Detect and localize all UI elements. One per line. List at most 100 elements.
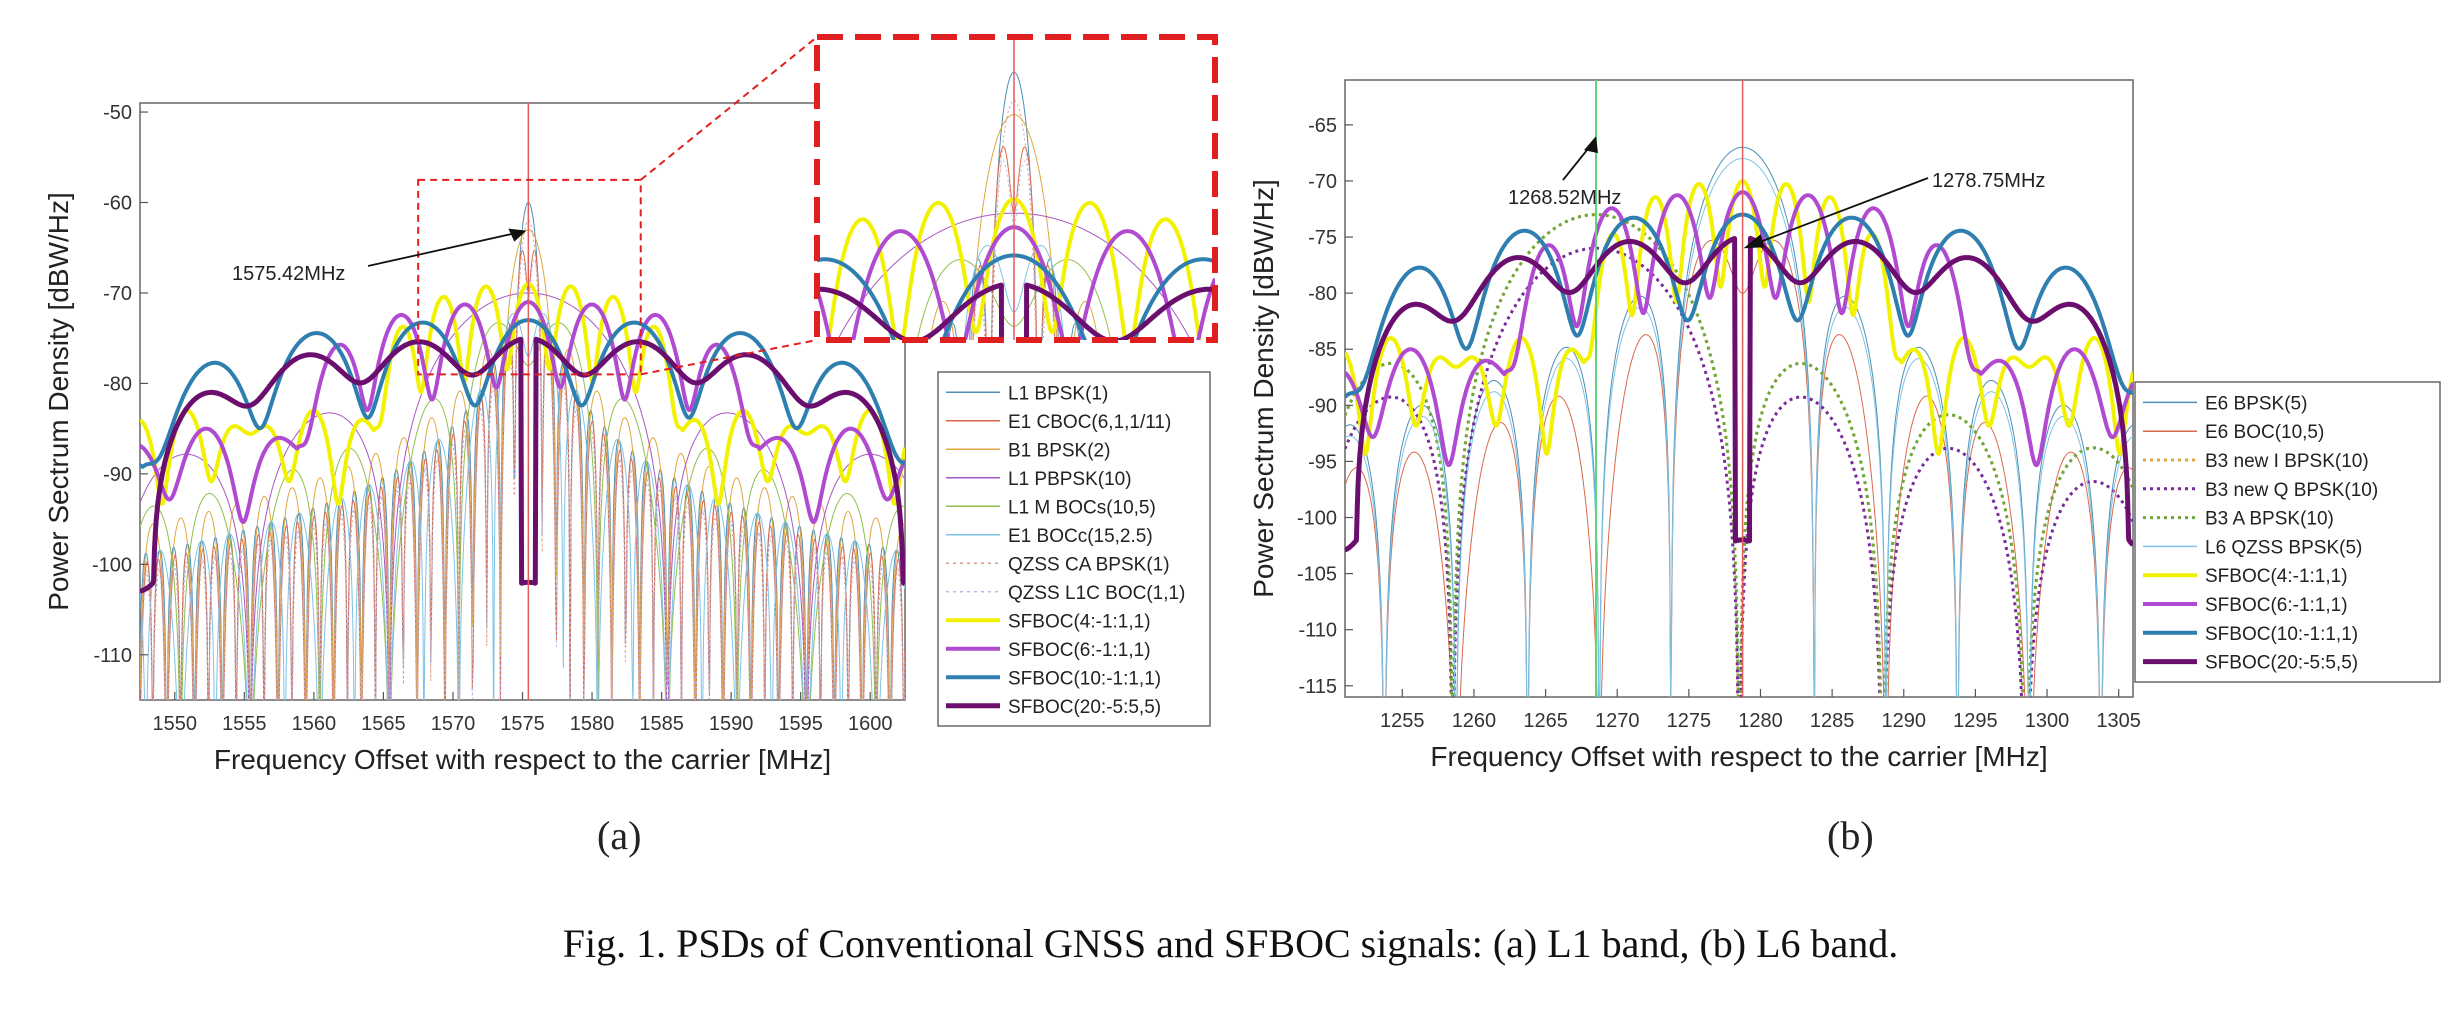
x-tick-label: 1570 [431, 713, 476, 735]
series-group [1345, 146, 2133, 697]
x-tick-label: 1595 [778, 713, 823, 735]
inset-line-2 [929, 114, 1099, 340]
panel-a-label: (a) [597, 813, 642, 858]
series-line-10 [140, 318, 905, 469]
legend-entry-9: SFBOC(6:-1:1,1) [1008, 640, 1151, 661]
series-line-6 [140, 220, 905, 700]
y-tick-label: -80 [103, 373, 132, 395]
y-tick-label: -90 [103, 464, 132, 486]
inset-line-4 [916, 259, 1112, 340]
legend-entry-11: SFBOC(20:-5:5,5) [1008, 697, 1161, 718]
inset-line-11 [817, 282, 1215, 340]
y-tick-label: -50 [103, 102, 132, 124]
x-tick-label: 1260 [1452, 710, 1497, 732]
x-tick-label: 1265 [1523, 710, 1568, 732]
y-tick-label: -85 [1308, 339, 1337, 361]
legend-entry-4: L1 M BOCs(10,5) [1008, 497, 1156, 518]
series-line-5 [1345, 158, 2133, 697]
series-line-3 [1345, 246, 2133, 697]
y-tick-label: -70 [103, 283, 132, 305]
legend-entry-7: QZSS L1C BOC(1,1) [1008, 583, 1185, 604]
x-tick-label: 1590 [709, 713, 754, 735]
series-line-7 [1345, 190, 2133, 468]
zoom-region [417, 178, 642, 376]
inset-line-9 [817, 225, 1215, 340]
x-tick-label: 1275 [1667, 710, 1712, 732]
y-tick-label: -95 [1308, 451, 1337, 473]
legend: L1 BPSK(1) E1 CBOC(6,1,1/11) B1 BPSK(2) L1 … [937, 371, 1211, 727]
y-tick-label: -70 [1308, 171, 1337, 193]
x-tick-label: 1300 [2025, 710, 2070, 732]
legend-box [937, 371, 1211, 727]
series-line-9 [1345, 235, 2133, 553]
x-tick-label: 1560 [292, 713, 337, 735]
annotation-arrowhead-1 [1584, 136, 1599, 154]
annotation-label-1: 1268.52MHz [1508, 187, 1621, 209]
legend-entry-8: SFBOC(4:-1:1,1) [1008, 611, 1151, 632]
inset-line-1 [972, 146, 1056, 340]
annotation-arrowhead-2 [1743, 234, 1765, 249]
inset-line-0 [948, 71, 1080, 340]
y-axis-label: Power Sectrum Density [dBW/Hz] [1248, 179, 1279, 598]
y-tick-label: -65 [1308, 115, 1337, 137]
x-tick-label: 1255 [1380, 710, 1425, 732]
annotation-arrow [367, 230, 523, 267]
inset-line-6 [970, 99, 1058, 340]
series-line-8 [140, 281, 905, 506]
x-tick-label: 1305 [2096, 710, 2141, 732]
x-tick-label: 1270 [1595, 710, 1640, 732]
annotation-label: 1575.42MHz [232, 263, 345, 285]
y-tick-label: -90 [1308, 395, 1337, 417]
legend-entry-5: L6 QZSS BPSK(5) [2205, 537, 2362, 558]
legend-entry-6: SFBOC(4:-1:1,1) [2205, 566, 2348, 587]
zoom-connector-bottom [640, 339, 818, 376]
annotation-arrowhead [508, 228, 527, 242]
zoom-inset-frame [814, 34, 1218, 343]
legend-entry-9: SFBOC(20:-5:5,5) [2205, 653, 2358, 674]
series-line-5 [140, 313, 905, 700]
series-line-9 [140, 300, 905, 524]
zoom-inset-bg [817, 37, 1215, 340]
inset-line-10 [817, 253, 1215, 340]
legend-entry-2: B3 new I BPSK(10) [2205, 451, 2369, 472]
legend-entry-10: SFBOC(10:-1:1,1) [1008, 668, 1161, 689]
series-line-11 [140, 336, 905, 594]
panel-b-label: (b) [1827, 813, 1874, 858]
legend-entry-4: B3 A BPSK(10) [2205, 509, 2334, 530]
x-tick-label: 1550 [153, 713, 198, 735]
y-tick-label: -110 [93, 645, 132, 667]
legend-entry-0: E6 BPSK(5) [2205, 393, 2307, 414]
legend: E6 BPSK(5) E6 BOC(10,5) B3 new I BPSK(10) B… [2134, 381, 2441, 683]
figure-caption: Fig. 1. PSDs of Conventional GNSS and SF… [562, 921, 1899, 966]
y-tick-label: -105 [1297, 564, 1337, 586]
legend-entry-0: L1 BPSK(1) [1008, 383, 1108, 404]
y-tick-label: -60 [103, 193, 132, 215]
x-tick-label: 1285 [1810, 710, 1855, 732]
y-tick-label: -115 [1298, 676, 1337, 698]
series-line-7 [140, 258, 905, 700]
legend-entry-1: E1 CBOC(6,1,1/11) [1008, 412, 1171, 433]
legend-entry-7: SFBOC(6:-1:1,1) [2205, 595, 2348, 616]
panel-a: 1550 1555 1560 1565 1570 1575 1580 1585 1590 1595… [43, 34, 1218, 775]
x-tick-label: 1555 [222, 713, 267, 735]
legend-entry-3: L1 PBPSK(10) [1008, 469, 1132, 490]
x-tick-label: 1565 [361, 713, 406, 735]
inset-line-5 [963, 245, 1065, 340]
x-axis-label: Frequency Offset with respect to the car… [214, 744, 831, 775]
zoom-inset-series [817, 71, 1215, 340]
zoom-connector-top [640, 36, 818, 181]
x-tick-label: 1295 [1953, 710, 1998, 732]
legend-entry-1: E6 BOC(10,5) [2205, 422, 2324, 443]
y-tick-label: -80 [1308, 283, 1337, 305]
series-line-8 [1345, 212, 2133, 399]
y-tick-label: -75 [1308, 227, 1337, 249]
y-axis-label: Power Sectrum Density [dBW/Hz] [43, 192, 74, 611]
annotation-arrow-2 [1748, 177, 1929, 248]
legend-entry-8: SFBOC(10:-1:1,1) [2205, 624, 2358, 645]
x-axis-label: Frequency Offset with respect to the car… [1430, 741, 2047, 772]
series-group [140, 202, 905, 700]
x-tick-label: 1585 [639, 713, 684, 735]
x-tick-label: 1600 [848, 713, 893, 735]
legend-entry-3: B3 new Q BPSK(10) [2205, 480, 2378, 501]
